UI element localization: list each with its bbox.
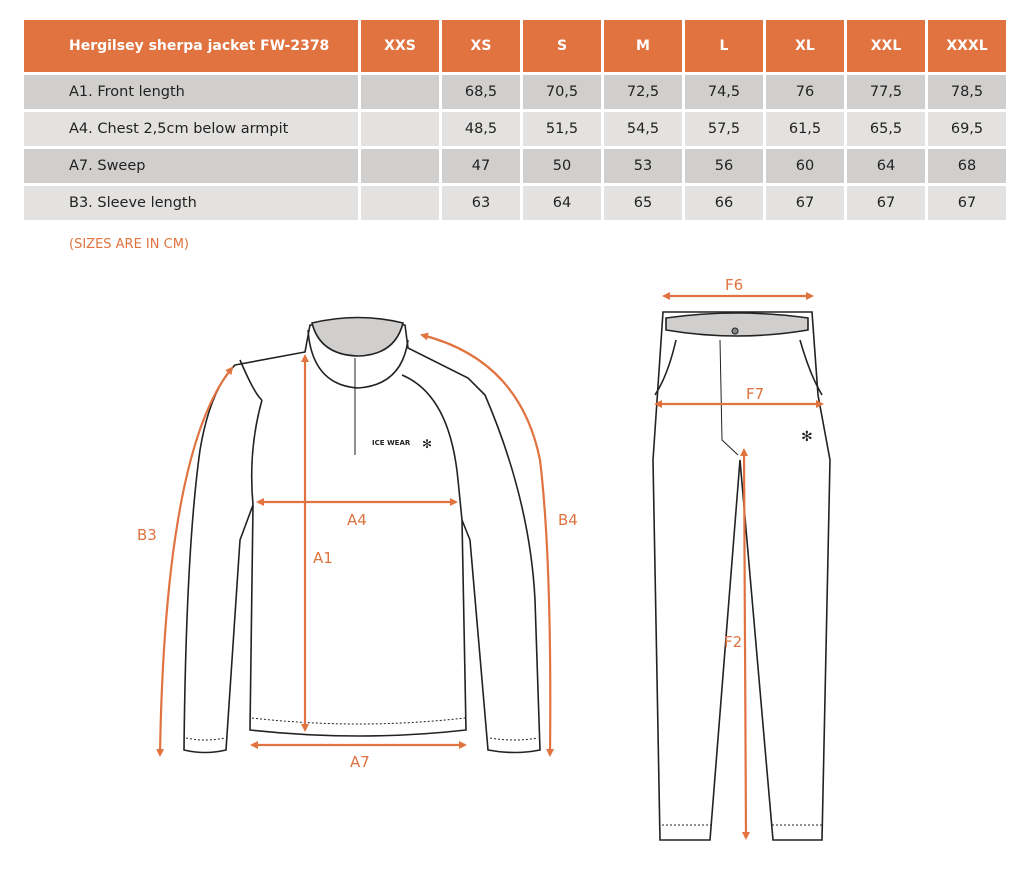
size-chart-table: Hergilsey sherpa jacket FW-2378 XXS XS S… — [21, 17, 1009, 223]
size-header: XXL — [847, 20, 925, 72]
size-value: 61,5 — [766, 112, 844, 146]
size-value — [361, 186, 439, 220]
a7-label: A7 — [350, 753, 370, 771]
size-value: 72,5 — [604, 75, 682, 109]
table-row: B3. Sleeve length 63 64 65 66 67 67 67 — [24, 186, 1006, 220]
size-value: 67 — [766, 186, 844, 220]
size-value — [361, 149, 439, 183]
size-value: 66 — [685, 186, 763, 220]
measurement-label: A1. Front length — [24, 75, 358, 109]
size-value: 64 — [523, 186, 601, 220]
pants-drawing — [652, 311, 831, 841]
size-value — [361, 75, 439, 109]
size-value: 64 — [847, 149, 925, 183]
size-value: 69,5 — [928, 112, 1006, 146]
size-value — [361, 112, 439, 146]
size-value: 56 — [685, 149, 763, 183]
a1-label: A1 — [313, 549, 333, 567]
b3-label: B3 — [137, 526, 157, 544]
b4-label: B4 — [558, 511, 578, 529]
a4-label: A4 — [347, 511, 367, 529]
f2-label: F2 — [724, 633, 742, 651]
size-header: M — [604, 20, 682, 72]
size-value: 54,5 — [604, 112, 682, 146]
units-note: (SIZES ARE IN CM) — [69, 237, 189, 252]
f6-label: F6 — [725, 276, 743, 294]
jacket-arrows — [156, 332, 555, 757]
size-value: 65,5 — [847, 112, 925, 146]
measurement-label: A4. Chest 2,5cm below armpit — [24, 112, 358, 146]
size-header: XXS — [361, 20, 439, 72]
header-row: Hergilsey sherpa jacket FW-2378 XXS XS S… — [24, 20, 1006, 72]
size-value: 48,5 — [442, 112, 520, 146]
size-value: 74,5 — [685, 75, 763, 109]
size-header: XXXL — [928, 20, 1006, 72]
table-row: A4. Chest 2,5cm below armpit 48,5 51,5 54,5… — [24, 112, 1006, 146]
size-value: 51,5 — [523, 112, 601, 146]
measurement-label: B3. Sleeve length — [24, 186, 358, 220]
f7-label: F7 — [746, 385, 764, 403]
brand-logo: ICE WEAR — [372, 439, 411, 447]
snowflake-icon: ✻ — [801, 429, 813, 445]
size-value: 76 — [766, 75, 844, 109]
size-value: 53 — [604, 149, 682, 183]
size-value: 78,5 — [928, 75, 1006, 109]
size-value: 68,5 — [442, 75, 520, 109]
size-value: 47 — [442, 149, 520, 183]
size-value: 65 — [604, 186, 682, 220]
b3-arrow — [156, 366, 234, 757]
size-value: 77,5 — [847, 75, 925, 109]
product-title: Hergilsey sherpa jacket FW-2378 — [24, 20, 358, 72]
size-header: L — [685, 20, 763, 72]
size-header: S — [523, 20, 601, 72]
size-header: XS — [442, 20, 520, 72]
size-value: 68 — [928, 149, 1006, 183]
table-row: A7. Sweep 47 50 53 56 60 64 68 — [24, 149, 1006, 183]
b4-arrow — [420, 332, 555, 757]
size-value: 63 — [442, 186, 520, 220]
snowflake-icon: ✻ — [422, 437, 432, 451]
table-row: A1. Front length 68,5 70,5 72,5 74,5 76 77,5 78… — [24, 75, 1006, 109]
jacket-drawing — [183, 316, 541, 754]
size-value: 67 — [928, 186, 1006, 220]
size-value: 67 — [847, 186, 925, 220]
pants-arrows — [654, 292, 824, 840]
size-value: 50 — [523, 149, 601, 183]
size-value: 60 — [766, 149, 844, 183]
size-header: XL — [766, 20, 844, 72]
measurement-label: A7. Sweep — [24, 149, 358, 183]
size-value: 70,5 — [523, 75, 601, 109]
f2-arrow — [740, 448, 750, 840]
size-value: 57,5 — [685, 112, 763, 146]
